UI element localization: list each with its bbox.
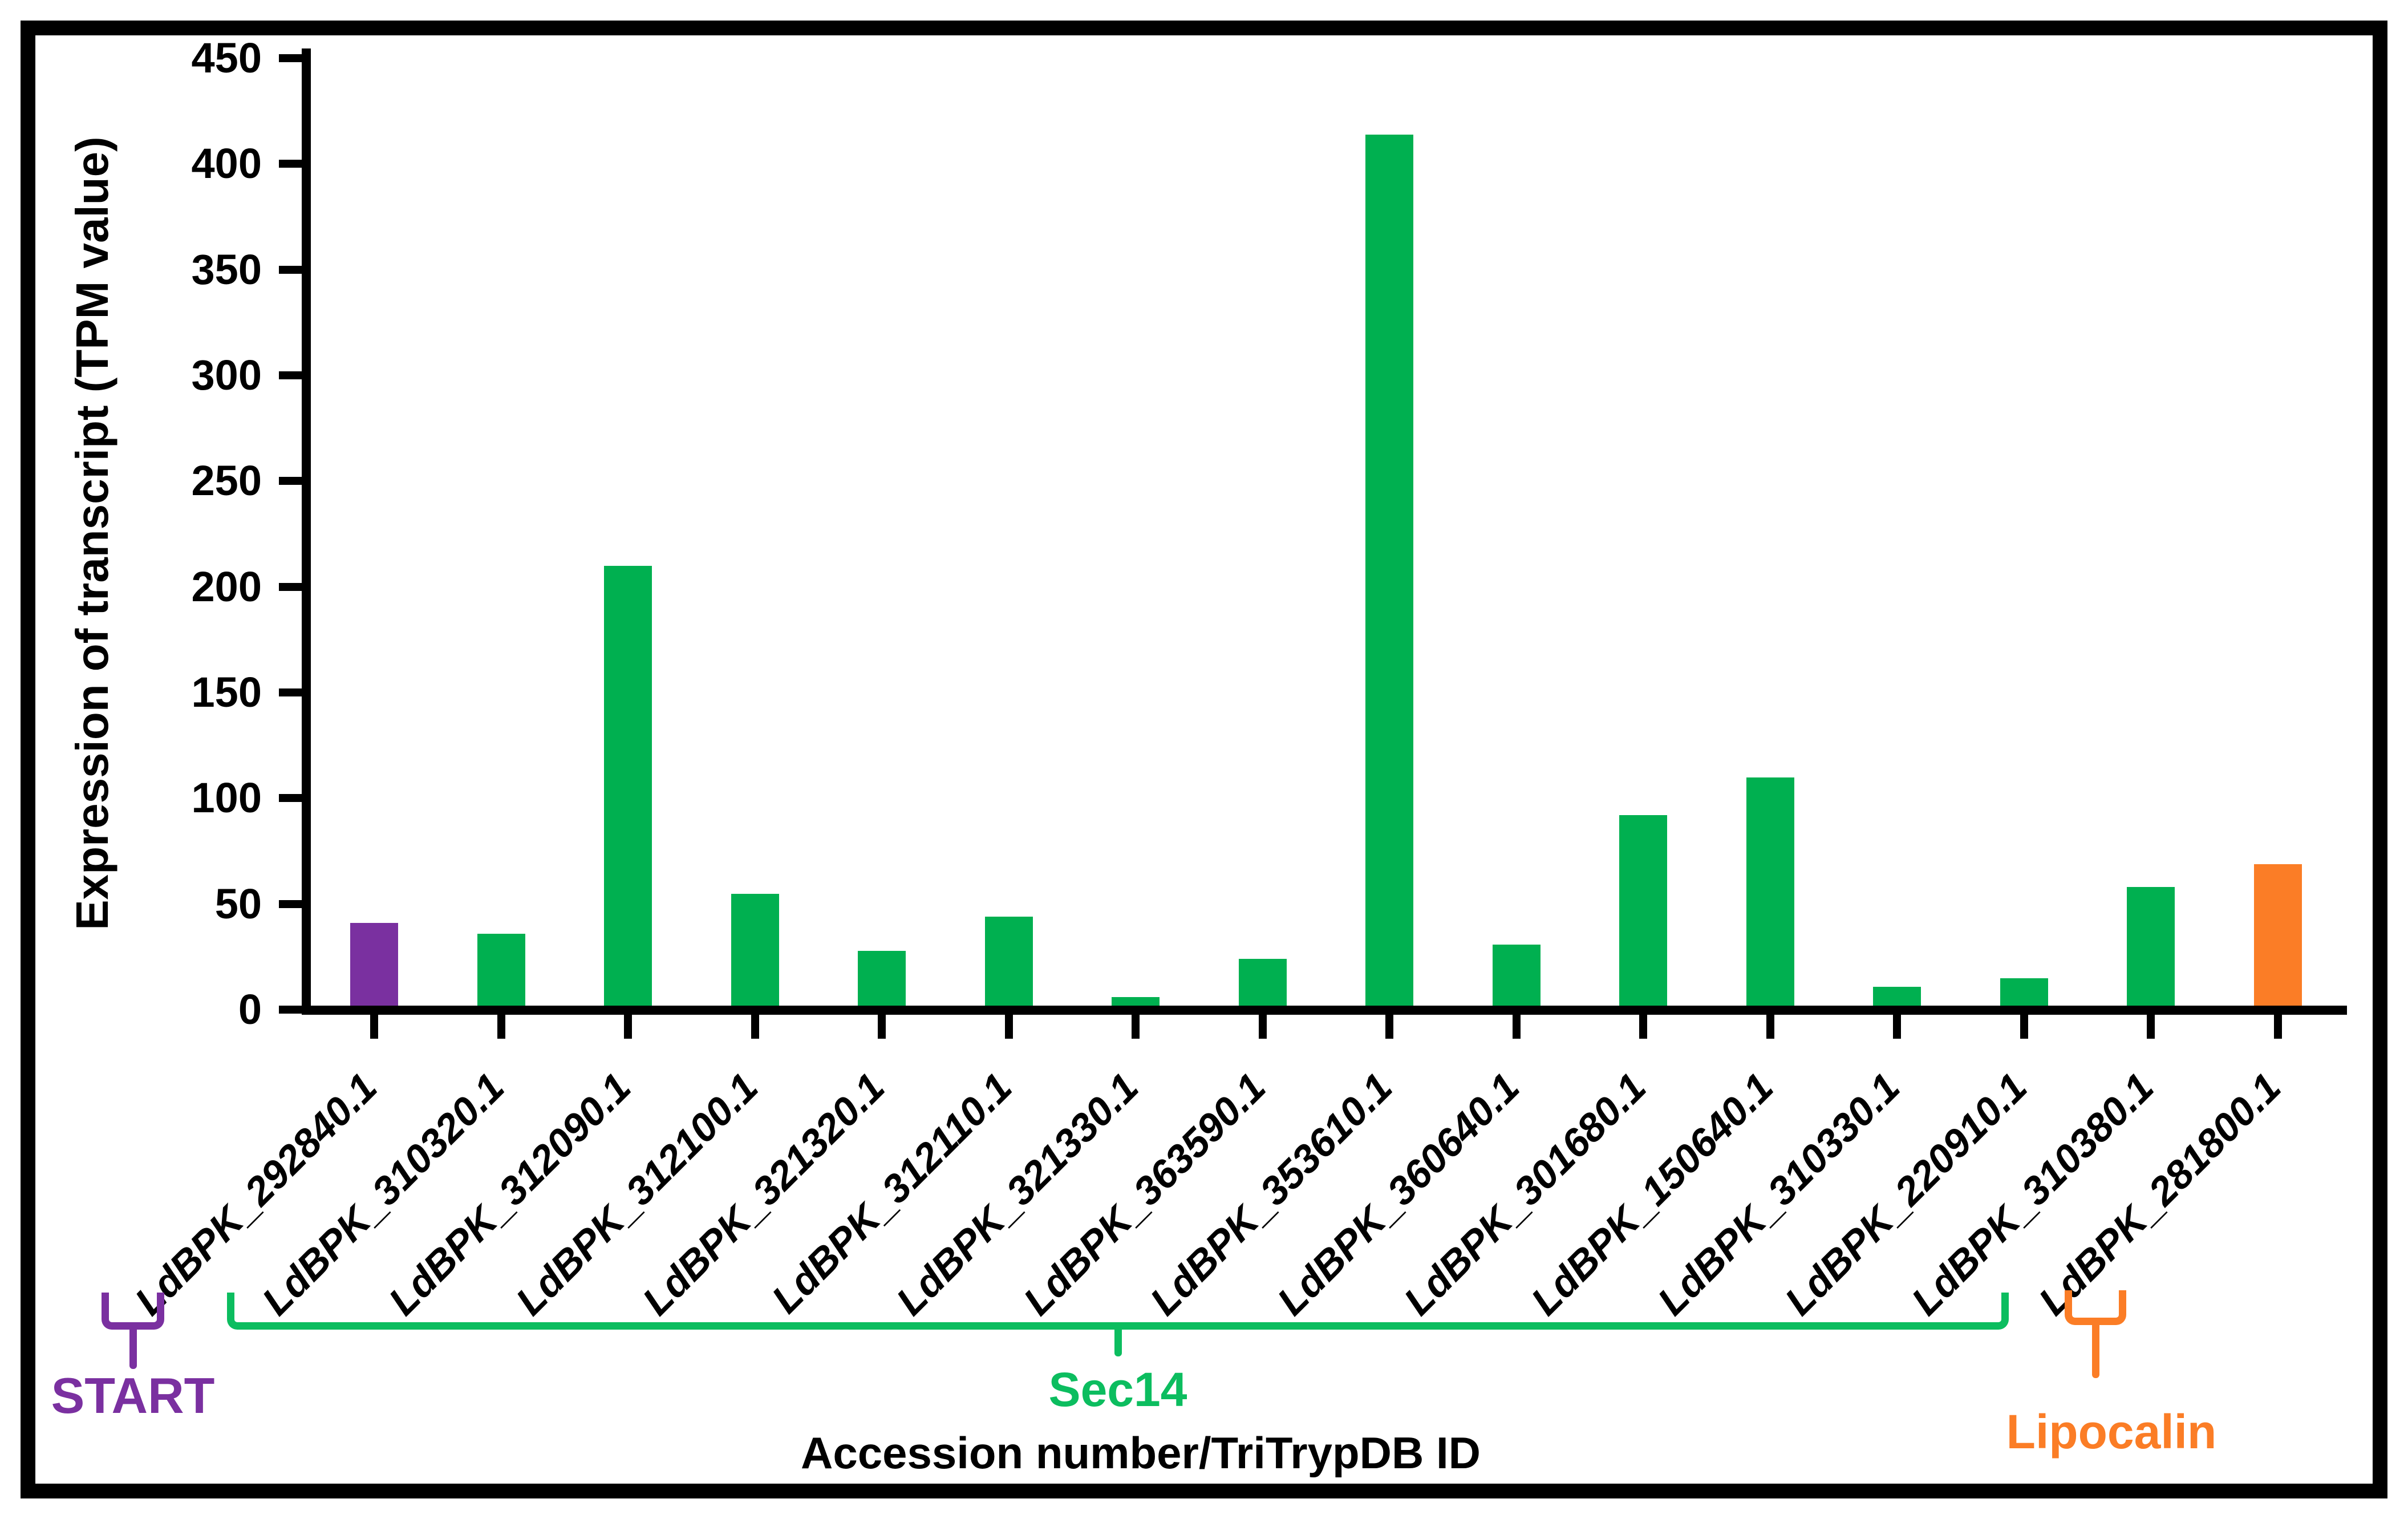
y-tick-label: 100 (191, 774, 262, 822)
x-tick-mark (1258, 1015, 1267, 1039)
x-tick-mark (1766, 1015, 1774, 1039)
bar-LdBPK_281800.1 (2253, 864, 2302, 1006)
y-tick-mark (279, 900, 302, 908)
y-tick-label: 50 (214, 880, 262, 927)
bar-LdBPK_301680.1 (1619, 815, 1668, 1006)
group-brace-stem-lipocalin (2092, 1323, 2099, 1378)
y-tick-label: 300 (191, 351, 262, 399)
bar-LdBPK_310330.1 (1873, 987, 1921, 1006)
bar-LdBPK_220910.1 (2000, 978, 2048, 1006)
y-tick-label: 400 (191, 140, 262, 188)
bar-LdBPK_292840.1 (350, 923, 399, 1006)
x-tick-mark (370, 1015, 379, 1039)
bar-LdBPK_360640.1 (1492, 945, 1541, 1006)
group-brace-stem-start (129, 1328, 137, 1369)
x-tick-mark (751, 1015, 759, 1039)
y-tick-mark (279, 160, 302, 168)
y-tick-label: 350 (191, 245, 262, 293)
x-tick-mark (1512, 1015, 1521, 1039)
bar-LdBPK_363590.1 (1238, 959, 1287, 1006)
group-label-start: START (51, 1367, 215, 1424)
y-tick-mark (279, 54, 302, 62)
bar-LdBPK_312110.1 (984, 917, 1033, 1006)
x-tick-mark (1385, 1015, 1394, 1039)
x-tick-mark (2020, 1015, 2028, 1039)
x-axis-line (302, 1006, 2347, 1015)
y-tick-label: 200 (191, 562, 262, 610)
bar-LdBPK_321320.1 (858, 951, 906, 1006)
group-brace-lipocalin (2065, 1290, 2126, 1325)
y-tick-label: 150 (191, 669, 262, 716)
x-tick-mark (1639, 1015, 1648, 1039)
group-brace-stem-sec14 (1114, 1328, 1122, 1356)
x-tick-mark (497, 1015, 505, 1039)
bar-LdBPK_353610.1 (1365, 135, 1414, 1006)
group-brace-sec14 (227, 1293, 2009, 1330)
y-tick-mark (279, 265, 302, 274)
x-tick-mark (1004, 1015, 1013, 1039)
bar-LdBPK_310320.1 (477, 934, 525, 1006)
y-tick-mark (279, 794, 302, 803)
bar-LdBPK_312100.1 (731, 894, 779, 1006)
y-tick-label: 450 (191, 34, 262, 82)
x-tick-mark (878, 1015, 886, 1039)
bar-LdBPK_321330.1 (1112, 997, 1160, 1006)
bar-LdBPK_150640.1 (1746, 777, 1794, 1006)
x-tick-mark (624, 1015, 633, 1039)
y-tick-mark (279, 582, 302, 591)
x-tick-mark (1893, 1015, 1902, 1039)
group-brace-start (102, 1293, 164, 1330)
y-tick-mark (279, 371, 302, 379)
y-tick-mark (279, 1006, 302, 1014)
x-tick-mark (2273, 1015, 2282, 1039)
y-tick-mark (279, 688, 302, 696)
x-axis-title: Accession number/TriTrypDB ID (801, 1428, 1481, 1478)
bar-LdBPK_310380.1 (2127, 887, 2175, 1006)
group-label-lipocalin: Lipocalin (2006, 1405, 2217, 1459)
y-tick-mark (279, 477, 302, 485)
group-label-sec14: Sec14 (1048, 1363, 1187, 1416)
y-tick-label: 250 (191, 457, 262, 505)
figure-border (21, 21, 2387, 1498)
bar-LdBPK_312090.1 (604, 566, 652, 1006)
x-tick-mark (2147, 1015, 2155, 1039)
y-axis-line (302, 48, 311, 1015)
y-tick-label: 0 (238, 986, 262, 1033)
x-tick-mark (1132, 1015, 1140, 1039)
